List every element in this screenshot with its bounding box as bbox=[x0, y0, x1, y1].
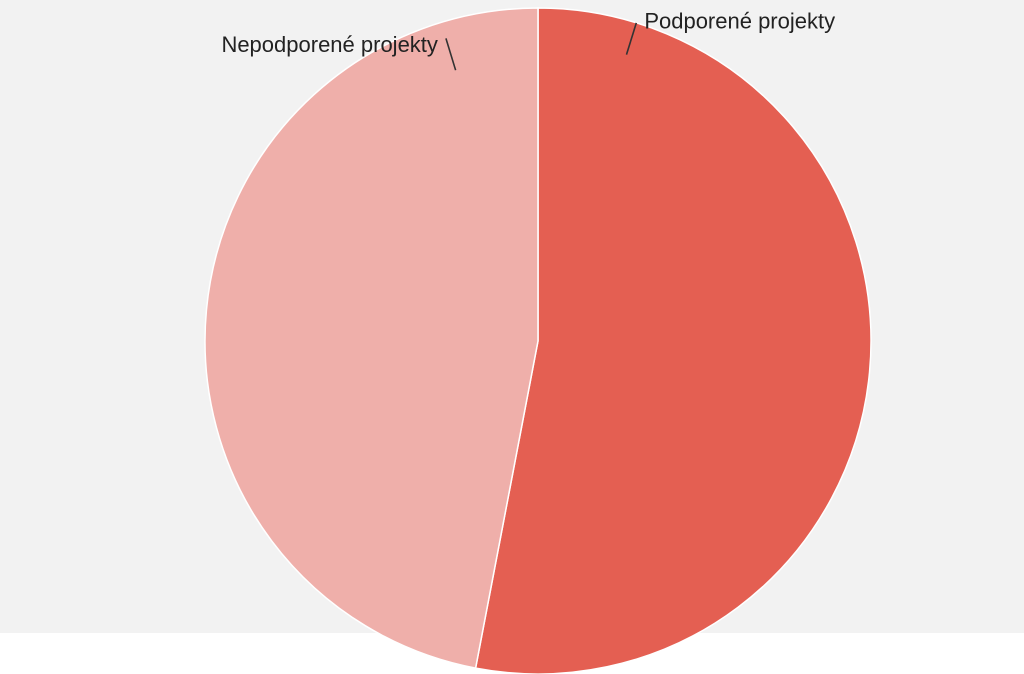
pie-slice-1 bbox=[474, 7, 872, 674]
slice-label-1: Podporené projekty bbox=[644, 9, 835, 34]
leader-line-1 bbox=[625, 22, 638, 55]
leader-line-2 bbox=[445, 38, 457, 71]
labels-group: Podporené projekty Nepodporené projekty bbox=[221, 9, 835, 71]
pie-slice-2 bbox=[204, 7, 539, 669]
slices-group bbox=[204, 7, 872, 674]
slice-label-2: Nepodporené projekty bbox=[221, 32, 437, 57]
